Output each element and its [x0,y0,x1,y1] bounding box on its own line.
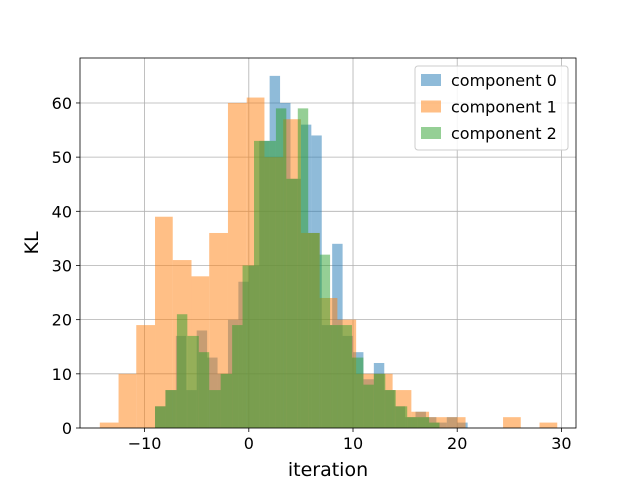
histogram-bar [155,216,173,428]
histogram-bar [99,422,119,428]
x-tick-label: 0 [244,434,254,453]
histogram-bar [308,232,320,428]
series-2-bars [155,108,440,428]
y-tick-label: 0 [62,419,72,438]
histogram-bar [363,384,374,428]
histogram-bar [220,373,233,428]
histogram-bar [209,390,221,428]
histogram-bar [286,178,298,428]
legend-label: component 2 [451,124,557,143]
legend-swatch [421,100,441,113]
plot-frame [79,57,577,429]
histogram-bar [264,140,276,428]
histogram-bar [232,325,243,428]
histogram-bar [330,325,342,428]
y-tick-label: 60 [52,94,72,113]
histogram-bar [341,325,352,428]
legend-label: component 0 [451,71,557,90]
histogram-bar [319,254,331,428]
histogram-bar [447,417,466,428]
y-axis-label: KL [21,231,43,254]
x-tick-label: 20 [447,434,467,453]
histogram-bar [198,352,210,428]
legend-frame [414,65,569,151]
histogram-bar [136,325,156,428]
legend-label: component 1 [451,98,557,117]
y-tick-label: 20 [52,311,72,330]
histogram-bar [275,108,287,428]
ticks-layer: −10 0 10 20 30 0 10 20 30 40 50 60 [52,94,572,453]
histogram-bar [155,406,166,428]
legend-swatch [421,127,441,139]
histogram-bar [539,422,558,428]
histogram-bar [417,417,430,428]
histogram-bar [165,390,177,428]
histogram-bar [429,417,448,428]
bars-layer [99,75,558,429]
histogram-bar [395,406,408,428]
x-tick-label: 10 [343,434,363,453]
histogram-bar [373,373,386,428]
y-tick-label: 10 [52,365,72,384]
histogram-bar [242,265,255,428]
histogram-bar [503,417,521,428]
y-tick-label: 40 [52,202,72,221]
histogram-bar [187,335,199,428]
x-tick-label: −10 [128,434,162,453]
histogram-bar [429,422,440,428]
histogram-bar [118,373,137,428]
histogram-bar [176,314,188,428]
histogram-bar [297,108,309,428]
histogram-bar [351,357,364,428]
legend-swatch [421,74,441,86]
x-tick-label: 30 [551,434,571,453]
y-tick-label: 30 [52,256,72,275]
x-axis-label: iteration [288,459,368,480]
histogram-bar [385,390,396,428]
y-tick-label: 50 [52,148,72,167]
histogram-bar [407,417,418,428]
histogram-bar [254,140,265,428]
legend: component 0 component 1 component 2 [414,65,569,151]
